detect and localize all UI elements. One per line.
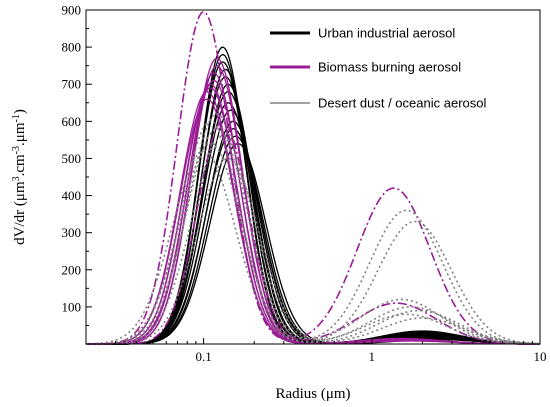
axes-layer: 0.1 1 10 100 200 300 400 500 600 700 800 900	[62, 3, 547, 365]
y-tick-label: 800	[62, 40, 82, 55]
series-4-curve-1	[86, 120, 541, 345]
curves-layer	[85, 11, 541, 345]
y-tick-label: 200	[62, 262, 82, 277]
legend-label: Biomass burning aerosol	[318, 60, 461, 75]
y-tick-label: 900	[62, 3, 82, 18]
legend-label: Desert dust / oceanic aerosol	[318, 96, 486, 111]
y-axis-title-end: )	[12, 109, 28, 114]
series-0-curve-11	[86, 135, 541, 345]
series-4-curve-5	[85, 150, 541, 345]
series-0-curve-4	[86, 76, 541, 345]
series-4-curve-3	[86, 135, 541, 345]
y-axis-title-mid2: .μm	[12, 122, 28, 146]
x-tick-label: 10	[534, 349, 547, 364]
y-axis-title: dV/dr (μm3.cm-3.μm-1)	[11, 109, 29, 245]
series-0-curve-10	[86, 128, 541, 345]
series-4-curve-2	[85, 127, 541, 345]
plot-frame	[85, 9, 541, 345]
y-axis-title-sup1: 3	[11, 176, 22, 181]
y-axis-title-sup3: -1	[11, 114, 22, 122]
y-axis-title-sup2: -3	[11, 146, 22, 154]
legend: Urban industrial aerosol Biomass burning …	[270, 26, 486, 111]
y-tick-label: 100	[62, 299, 82, 314]
x-tick-label: 0.1	[195, 349, 211, 364]
y-tick-label: 700	[62, 77, 82, 92]
series-0-curve-12	[86, 142, 541, 345]
legend-label: Urban industrial aerosol	[318, 26, 455, 41]
x-tick-label: 1	[369, 349, 376, 364]
x-axis-title: Radius (μm)	[275, 386, 350, 402]
series-0-curve-9	[86, 120, 541, 345]
y-tick-label: 300	[62, 225, 82, 240]
y-tick-label: 400	[62, 188, 82, 203]
series-1-curve-2	[86, 72, 540, 345]
y-axis-title-main: dV/dr (μm	[12, 181, 28, 245]
series-4-curve-6	[85, 157, 541, 345]
series-1-curve-3	[86, 79, 540, 345]
series-0-curve-5	[86, 83, 541, 345]
series-3-curve-0	[86, 11, 541, 345]
series-1-curve-4	[86, 83, 540, 345]
series-4-curve-4	[85, 142, 541, 345]
y-axis-title-mid: .cm	[12, 154, 28, 176]
series-0-curve-3	[86, 68, 541, 345]
y-tick-label: 600	[62, 114, 82, 129]
series-0-curve-0	[86, 46, 541, 345]
series-3-curve-1	[86, 120, 541, 345]
y-tick-label: 500	[62, 151, 82, 166]
